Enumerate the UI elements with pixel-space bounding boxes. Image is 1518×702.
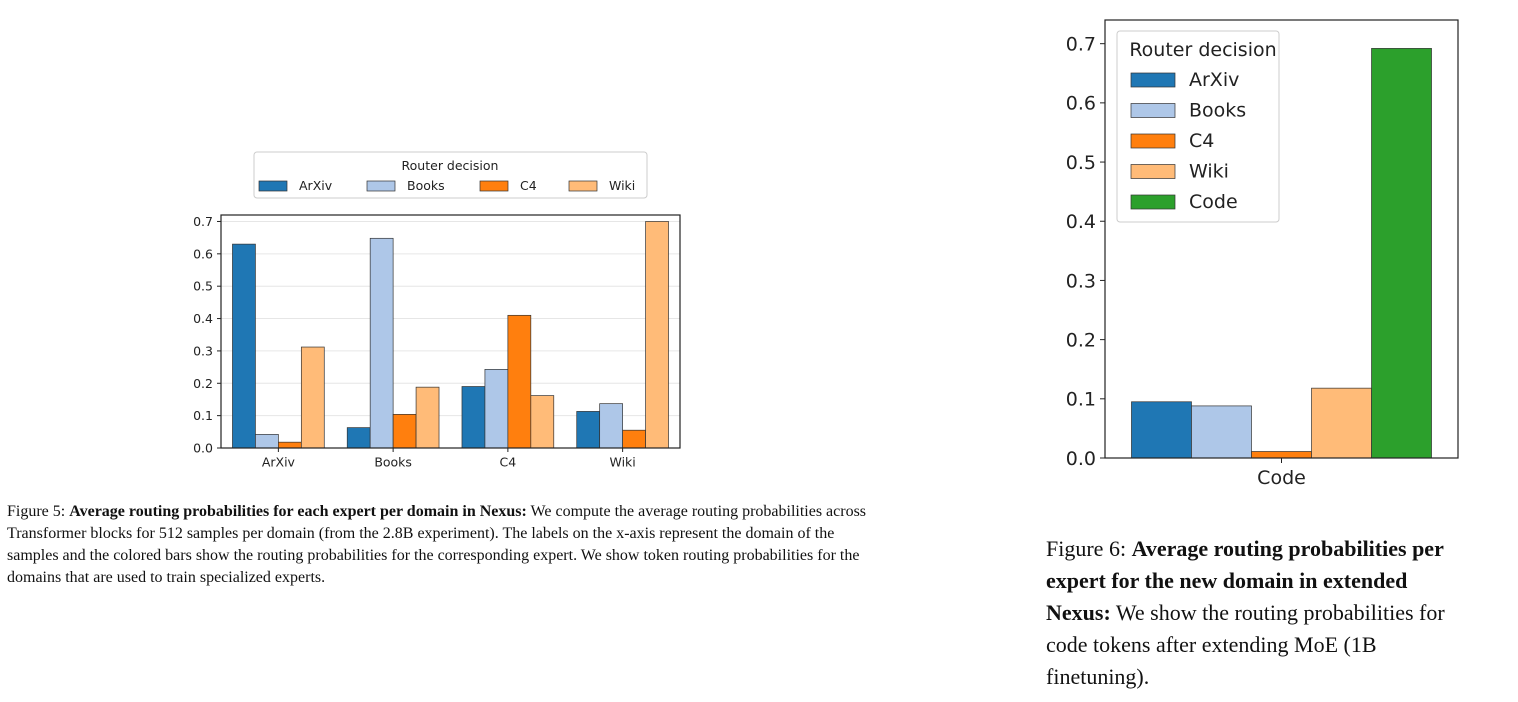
figure-6-body: We show the routing probabilities for co…: [1046, 600, 1445, 689]
chart2-ytick-label-0-1: 0.1: [1066, 389, 1096, 411]
figure-6-title: Average routing probabilities per expert…: [1046, 536, 1444, 625]
figure-6-label: Figure 6:: [1046, 536, 1127, 561]
figure-5-title: Average routing probabilities for each e…: [69, 503, 527, 520]
figure-5-caption: Figure 5: Average routing probabilities …: [7, 501, 867, 589]
chart1-legend-box: [253, 151, 648, 199]
chart1-bar-books-c4: [392, 413, 417, 449]
figure-5-body: We compute the average routing probabili…: [7, 503, 867, 586]
chart1-ytick-label-0-3: 0.3: [193, 343, 213, 358]
chart1-bar-c4-wiki: [530, 395, 555, 449]
chart1-bar-books-books: [369, 237, 394, 449]
chart1-bar-wiki-c4: [622, 429, 646, 449]
chart1-bar-wiki-books: [599, 403, 623, 449]
chart2-bar-code-c4: [1251, 451, 1312, 459]
chart2-legend-swatch-c4: [1130, 133, 1176, 149]
chart2-ytick-label-0-7: 0.7: [1066, 34, 1096, 56]
chart2-ytick-label-0-4: 0.4: [1066, 211, 1096, 233]
chart1-xtick-label-c4: C4: [500, 455, 517, 470]
chart1-bar-c4-arxiv: [461, 386, 486, 449]
chart1-bar-wiki-wiki: [645, 221, 669, 449]
chart1-legend-title: Router decision: [402, 158, 499, 173]
chart2-ytick-label-0-6: 0.6: [1066, 93, 1096, 115]
chart2-legend-swatch-code: [1130, 194, 1176, 210]
chart2-bar-code-code: [1371, 48, 1432, 459]
figure-6-caption: Figure 6: Average routing probabilities …: [1046, 533, 1466, 693]
chart1-bar-wiki-arxiv: [576, 411, 601, 449]
chart1-xtick-label-books: Books: [374, 455, 412, 470]
chart1-xtick-label-arxiv: ArXiv: [262, 455, 296, 470]
chart2-legend-swatch-wiki: [1130, 164, 1176, 179]
chart2-legend-label-code: Code: [1189, 191, 1238, 213]
chart2-legend-swatch-books: [1130, 103, 1176, 118]
chart1-legend-label-wiki: Wiki: [609, 178, 635, 193]
chart1-legend-swatch-books: [366, 180, 396, 192]
chart2-ytick-label-0-2: 0.2: [1066, 329, 1096, 351]
chart1-legend-swatch-arxiv: [258, 180, 288, 192]
chart2-bar-code-wiki: [1311, 387, 1372, 459]
chart1-legend-swatch-wiki: [568, 180, 598, 192]
chart2-bar-code-arxiv: [1131, 401, 1192, 459]
chart2-axes-frame: [1104, 19, 1459, 459]
chart2-ytick-label-0-0: 0.0: [1066, 448, 1096, 470]
chart1-bar-books-arxiv: [346, 427, 371, 449]
chart1-legend-label-c4: C4: [520, 178, 537, 193]
chart1-ytick-label-0-1: 0.1: [193, 408, 213, 423]
figure-5-chart: ArXiv Books C4 Wiki 0.0 0.1 0.2 0.3 0.4 0.5 0.6 0.7…: [193, 151, 681, 470]
chart1-xtick-label-wiki: Wiki: [609, 455, 635, 470]
chart1-axes-frame: [220, 214, 681, 449]
chart2-legend-label-books: Books: [1189, 100, 1246, 122]
chart1-bar-books-wiki: [415, 386, 440, 449]
chart1-bar-arxiv-c4: [278, 441, 302, 449]
chart1-bar-arxiv-wiki: [300, 346, 325, 449]
chart1-ytick-label-0-2: 0.2: [193, 376, 213, 391]
chart2-ytick-label-0-5: 0.5: [1066, 152, 1096, 174]
chart2-legend-label-wiki: Wiki: [1189, 161, 1229, 183]
chart1-legend-swatch-c4: [479, 180, 509, 192]
chart1-bar-c4-books: [484, 369, 509, 449]
chart2-legend-title: Router decision: [1129, 39, 1276, 61]
chart2-bar-code-books: [1191, 405, 1252, 459]
chart2-legend-swatch-arxiv: [1130, 72, 1176, 88]
chart2-xtick-label-code: Code: [1257, 467, 1306, 489]
chart1-bar-arxiv-arxiv: [232, 243, 256, 449]
chart1-bar-c4-c4: [507, 314, 532, 449]
chart1-ytick-label-0-6: 0.6: [193, 246, 213, 261]
chart1-ytick-label-0-5: 0.5: [193, 279, 213, 294]
chart1-ytick-label-0-7: 0.7: [193, 214, 213, 229]
chart2-ytick-label-0-3: 0.3: [1066, 270, 1096, 292]
chart1-bar-arxiv-books: [255, 434, 279, 449]
chart1-legend-label-books: Books: [407, 178, 445, 193]
chart2-legend-label-c4: C4: [1189, 130, 1214, 152]
figure-5-label: Figure 5:: [7, 503, 66, 520]
chart2-legend-label-arxiv: ArXiv: [1189, 69, 1239, 91]
figure-6-chart: Code 0.0 0.1 0.2 0.3 0.4 0.5 0.6 0.7 Router decis…: [1066, 19, 1459, 489]
chart1-ytick-label-0-4: 0.4: [193, 311, 213, 326]
chart1-ytick-label-0-0: 0.0: [193, 441, 213, 456]
chart1-legend-label-arxiv: ArXiv: [299, 178, 333, 193]
